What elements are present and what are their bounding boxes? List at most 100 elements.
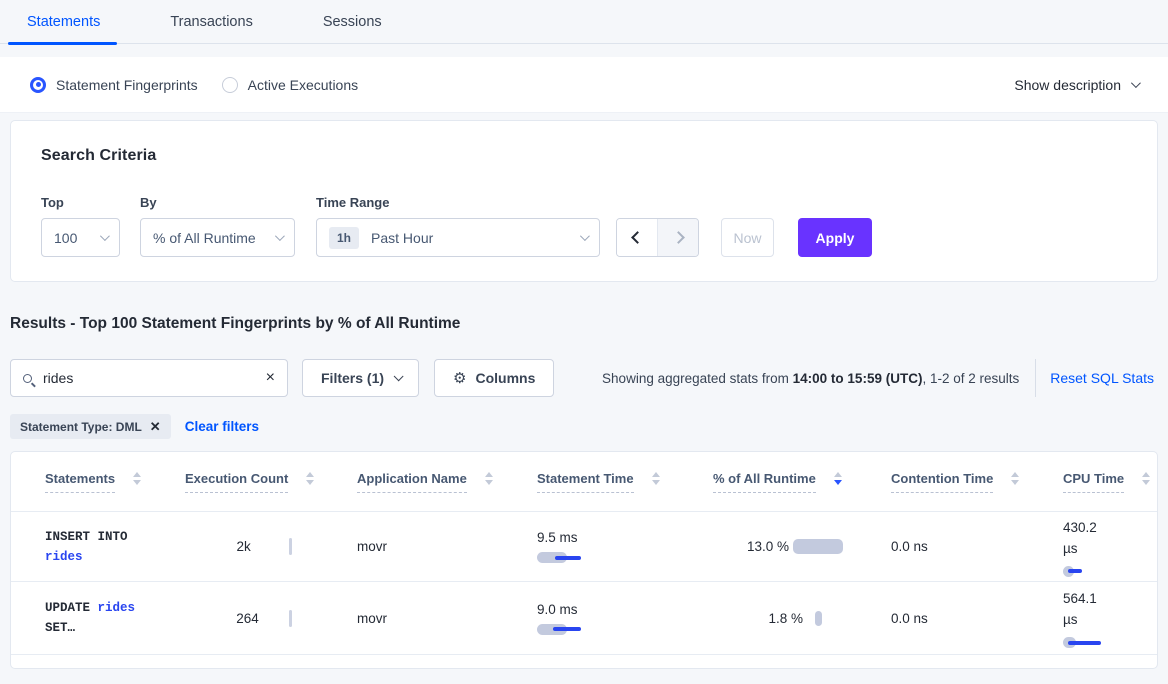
column-header-cpu-time[interactable]: CPU Time — [1063, 471, 1157, 493]
statement-time-value: 9.0 ms — [537, 601, 578, 617]
column-header-application-name[interactable]: Application Name — [357, 471, 537, 493]
clear-search-icon[interactable]: × — [265, 369, 275, 386]
sort-desc-icon — [484, 479, 493, 485]
next-time-button[interactable] — [658, 219, 698, 256]
column-header--of-all-runtime[interactable]: % of All Runtime — [713, 471, 891, 493]
statements-table-card: Statements Execution Count Application Nam… — [10, 451, 1158, 669]
radio-active-executions[interactable]: Active Executions — [221, 76, 359, 93]
chevron-down-icon — [1130, 78, 1141, 89]
by-select[interactable]: % of All Runtime — [140, 218, 295, 257]
bar-stddev-dash — [553, 627, 581, 631]
sort-desc-icon — [133, 479, 142, 485]
column-header-execution-count[interactable]: Execution Count — [185, 471, 357, 493]
sort-asc-icon — [133, 472, 142, 478]
application-name-value: movr — [357, 539, 387, 554]
search-icon — [23, 373, 32, 383]
contention-time-cell: 0.0 ns — [891, 512, 1063, 581]
statement-time-value: 9.5 ms — [537, 530, 578, 545]
top-tab-bar: Statements Transactions Sessions — [0, 0, 1168, 45]
now-button[interactable]: Now — [721, 218, 774, 257]
top-label: Top — [41, 195, 64, 210]
statement-link[interactable]: rides — [97, 601, 136, 615]
column-header-label: CPU Time — [1063, 471, 1125, 493]
remove-filter-icon[interactable]: ✕ — [149, 418, 161, 434]
statement-link[interactable]: rides — [45, 549, 83, 564]
column-header-statement-time[interactable]: Statement Time — [537, 471, 713, 493]
sort-arrows-icon[interactable] — [833, 472, 842, 485]
runtime-percent-bar — [814, 610, 822, 626]
execution-count-cell: 2k — [185, 512, 357, 581]
chevron-down-icon — [274, 231, 285, 242]
cpu-time-cell: 430.2 µs — [1063, 512, 1157, 581]
sort-arrows-icon[interactable] — [1011, 472, 1020, 485]
metric-bar — [1063, 637, 1101, 648]
pager-divider — [657, 219, 658, 256]
sort-asc-icon — [651, 472, 660, 478]
table-header-row: Statements Execution Count Application Nam… — [11, 452, 1157, 512]
by-select-value: % of All Runtime — [153, 229, 256, 246]
column-header-contention-time[interactable]: Contention Time — [891, 471, 1063, 493]
sort-arrows-icon[interactable] — [1142, 472, 1151, 485]
sort-desc-icon — [833, 479, 842, 485]
statement-cell: INSERT INTO rides — [45, 512, 185, 581]
applied-filters-row: Statement Type: DML ✕ Clear filters — [10, 414, 1158, 439]
tab-sessions[interactable]: Sessions — [322, 13, 382, 30]
show-description-toggle[interactable]: Show description — [1014, 76, 1141, 93]
column-header-label: Contention Time — [891, 471, 994, 493]
view-mode-row: Statement Fingerprints Active Executions… — [0, 57, 1168, 113]
statement-text: SET… — [45, 621, 76, 635]
clear-filters-link[interactable]: Clear filters — [184, 419, 259, 434]
table-row: UPDATE rides SET… 264 movr 9.0 ms 1.8 % 0.0 ns… — [11, 582, 1157, 655]
reset-sql-stats-link[interactable]: Reset SQL Stats — [1050, 370, 1154, 386]
apply-button[interactable]: Apply — [798, 218, 872, 257]
application-name-value: movr — [357, 610, 387, 626]
application-name-cell: movr — [357, 582, 537, 654]
execution-count-bar — [288, 538, 292, 555]
radio-label: Active Executions — [247, 76, 359, 93]
sort-arrows-icon[interactable] — [133, 472, 142, 485]
tab-statements[interactable]: Statements — [7, 0, 118, 45]
radio-selected-icon — [30, 76, 46, 93]
chevron-down-icon — [393, 370, 404, 381]
columns-label: Columns — [475, 370, 536, 386]
statement-fingerprint: UPDATE rides SET… — [45, 598, 171, 638]
runtime-percent-value: 1.8 % — [768, 610, 804, 626]
column-header-label: Statement Time — [537, 471, 634, 493]
by-field: By % of All Runtime — [140, 195, 295, 257]
bar-stddev-dash — [555, 555, 581, 560]
search-criteria-title: Search Criteria — [41, 147, 157, 164]
toolbar-divider — [1035, 359, 1037, 397]
sort-arrows-icon[interactable] — [651, 472, 660, 485]
sort-asc-icon — [306, 472, 315, 478]
chevron-down-icon — [99, 231, 110, 242]
radio-statement-fingerprints[interactable]: Statement Fingerprints — [30, 76, 198, 93]
column-header-label: % of All Runtime — [713, 471, 816, 493]
previous-time-button[interactable] — [617, 219, 657, 256]
table-row: INSERT INTO rides 2k movr 9.5 ms 13.0 % 0.0 ns… — [11, 512, 1157, 582]
column-header-label: Statements — [45, 471, 116, 493]
bar-stddev-dash — [1068, 569, 1082, 573]
column-header-statements[interactable]: Statements — [45, 471, 185, 493]
contention-time-value: 0.0 ns — [891, 610, 928, 626]
cpu-time-cell: 564.1 µs — [1063, 582, 1157, 654]
time-range-select[interactable]: 1h Past Hour — [316, 218, 600, 257]
time-range-badge: 1h — [329, 226, 360, 249]
search-input[interactable] — [43, 370, 266, 386]
sort-desc-icon — [1142, 479, 1151, 485]
chevron-right-icon — [671, 231, 685, 244]
show-description-label: Show description — [1014, 76, 1121, 93]
tab-transactions[interactable]: Transactions — [170, 13, 253, 30]
runtime-percent-cell: 13.0 % — [713, 512, 891, 581]
table-body: INSERT INTO rides 2k movr 9.5 ms 13.0 % 0.0 ns… — [11, 512, 1157, 655]
sort-asc-icon — [833, 472, 842, 478]
runtime-percent-value: 13.0 % — [747, 539, 790, 554]
sort-arrows-icon[interactable] — [306, 472, 315, 485]
filters-button[interactable]: Filters (1) — [302, 359, 420, 397]
filter-pill-statement-type[interactable]: Statement Type: DML ✕ — [10, 414, 171, 439]
cpu-time-value: 430.2 µs — [1063, 519, 1097, 556]
sort-arrows-icon[interactable] — [484, 472, 493, 485]
sort-desc-icon — [306, 479, 315, 485]
execution-count-value: 2k — [236, 539, 251, 554]
top-select[interactable]: 100 — [41, 218, 120, 257]
columns-button[interactable]: ⚙ Columns — [434, 359, 555, 397]
